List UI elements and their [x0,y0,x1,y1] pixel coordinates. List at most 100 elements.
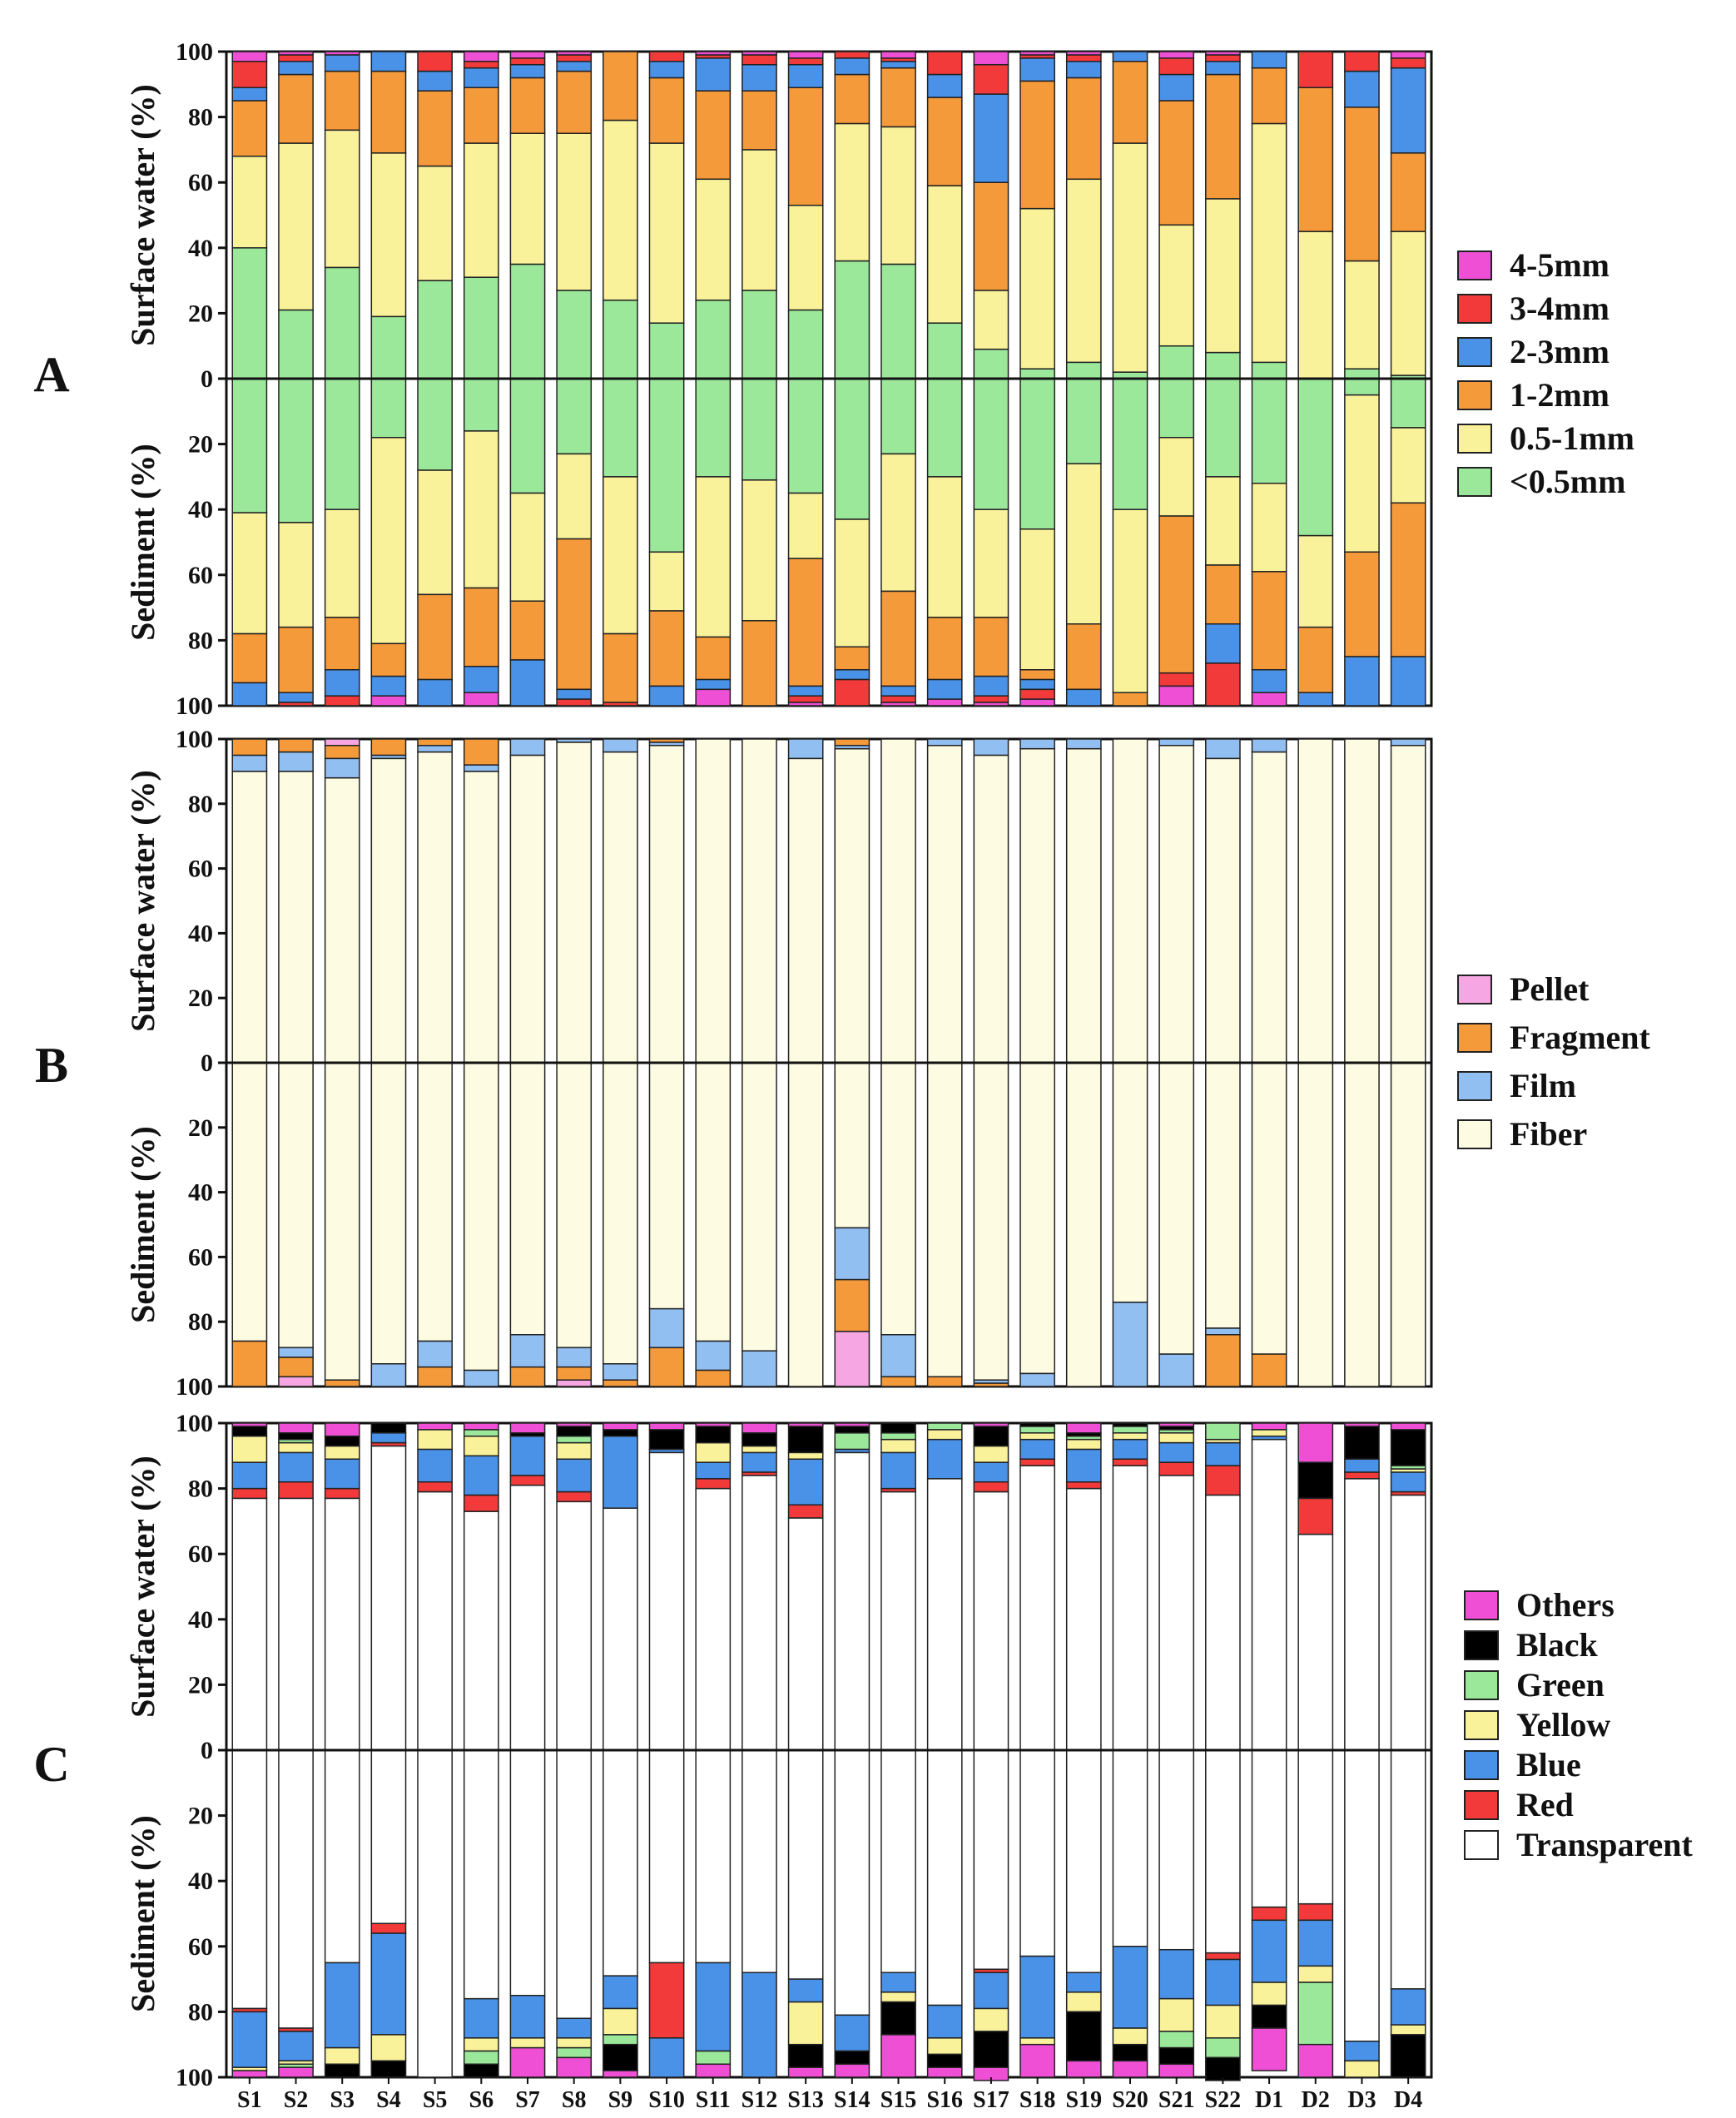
panel-c-bar-sediment-D1-Black [1251,2004,1287,2029]
panel-a-bar-sediment-S5-<0.5mm [417,378,453,471]
panel-b-bar-surface-S1-Fragment [231,738,268,756]
panel-b-bar-surface-S8-Film [556,738,593,743]
panel-c-bar-surface-S15-Black [880,1422,916,1434]
panel-c-bar-sediment-S11-Others [695,2063,732,2078]
panel-a-bar-surface-D1-<0.5mm [1251,361,1287,379]
panel-a-bar-sediment-S17-1-2mm [973,617,1009,677]
panel-c-ytick-label-sediment: 80 [188,1998,213,2026]
panel-a-bar-sediment-S3-<0.5mm [324,378,360,510]
panel-a-bar-sediment-D3-1-2mm [1344,551,1380,657]
panel-a-bar-sediment-D2-2-3mm [1297,692,1334,707]
panel-a-bar-sediment-S6-0.5-1mm [463,430,499,589]
panel-c-bar-sediment-S11-Blue [695,1962,732,2052]
panel-a-bar-surface-S13-2-3mm [787,63,824,88]
panel-a-bar-sediment-S15-3-4mm [880,695,916,703]
panel-c-bar-sediment-D1-Yellow [1251,1982,1287,2006]
panel-c-bar-surface-S1-Blue [231,1461,268,1490]
panel-b-bar-sediment-S3-Fragment [324,1379,360,1387]
panel-c-bar-sediment-S1-Others [231,2070,268,2078]
panel-a-bar-surface-S9-0.5-1mm [603,119,638,301]
panel-a-bar-surface-S4-2-3mm [370,51,407,72]
panel-c-bar-sediment-S15-Others [880,2034,916,2078]
panel-a-bar-surface-S15-2-3mm [880,61,916,69]
panel-c-ytick-label-surface: 80 [188,1476,213,1503]
panel-a-bar-surface-D1-2-3mm [1251,51,1287,69]
panel-c-bar-sediment-S21-Others [1158,2063,1195,2078]
panel-a-ytick-label-sediment: 20 [188,431,213,459]
panel-a-legend-swatch-2-3mm [1457,337,1492,367]
panel-c-bar-surface-S22-Red [1205,1465,1241,1496]
panel-a-bar-surface-S1-3-4mm [231,61,268,88]
panel-b-bar-sediment-S14-Pellet [834,1331,870,1387]
panel-a-bar-sediment-S20-<0.5mm [1112,378,1148,510]
panel-a-bar-sediment-S17-0.5-1mm [973,508,1009,618]
panel-a-bar-sediment-S9-3-4mm [603,702,638,707]
panel-c-bar-surface-S6-Others [463,1422,499,1431]
panel-c-ytick-label-sediment: 60 [188,1933,213,1961]
panel-b-bar-sediment-S5-Fragment [417,1366,453,1387]
panel-a-bar-surface-S1-2-3mm [231,87,268,102]
panel-b-bar-sediment-S21-Film [1158,1353,1195,1387]
panel-c-bar-surface-S1-Others [231,1422,268,1427]
panel-b-ytick-label-sediment: 80 [188,1308,213,1336]
panel-a-bar-surface-S16-2-3mm [926,73,963,98]
panel-a-bar-sediment-S6-<0.5mm [463,378,499,432]
panel-b-bar-sediment-D1-Fragment [1251,1353,1287,1387]
panel-a-bar-sediment-D1-<0.5mm [1251,378,1287,484]
panel-a-bar-surface-S13-<0.5mm [787,309,824,379]
panel-a-bar-surface-S6-2-3mm [463,67,499,88]
panel-c-bar-sediment-S21-Green [1158,2031,1195,2049]
panel-a-bar-surface-S22-<0.5mm [1205,351,1241,379]
panel-c-ytick-label-sediment: 40 [188,1868,213,1895]
panel-a-bar-surface-S11-2-3mm [695,57,732,92]
panel-a-bar-sediment-S7-1-2mm [509,600,546,661]
panel-c-bar-sediment-S19-Others [1065,2060,1102,2078]
panel-a-bar-surface-S12-<0.5mm [742,290,777,379]
panel-c-bar-sediment-S21-Blue [1158,1948,1195,2000]
panel-c-legend-label-Red: Red [1516,1786,1574,1823]
panel-b-bar-surface-S3-Fiber [324,776,360,1064]
panel-c-bar-surface-S9-Black [603,1429,638,1437]
panel-c-bar-sediment-S7-Transparent [509,1749,546,1996]
panel-a-bar-surface-S12-2-3mm [742,63,777,92]
panel-a-bar-surface-S17-2-3mm [973,93,1009,183]
panel-b-bar-surface-S9-Fiber [603,751,638,1064]
panel-a-bar-sediment-S2-1-2mm [278,626,314,694]
panel-c-bar-surface-D3-Others [1344,1422,1380,1427]
panel-c-bar-sediment-S13-Yellow [787,2001,824,2046]
panel-b-bar-sediment-S17-Fiber [973,1062,1009,1381]
panel-a-legend-swatch-1-2mm [1457,380,1492,410]
panel-b-bar-surface-S11-Fiber [695,738,732,1064]
xtick-label-S4: S4 [376,2087,401,2113]
panel-b-legend-label-Pellet: Pellet [1510,970,1590,1008]
panel-c-bar-sediment-S8-Yellow [556,2037,593,2049]
panel-a-bar-surface-S3-1-2mm [324,70,360,131]
panel-b-ytick-label-sediment: 20 [188,1114,213,1142]
panel-a-bar-surface-S18-0.5-1mm [1019,207,1055,370]
panel-a-bar-surface-S21-<0.5mm [1158,345,1195,379]
panel-a-bar-surface-D2-3-4mm [1297,51,1334,88]
panel-a-ytick-label-surface: 60 [188,169,213,196]
panel-a-bar-sediment-D3-0.5-1mm [1344,394,1380,553]
panel-a-ytick-label-sediment: 40 [188,496,213,523]
panel-a-bar-sediment-S9-0.5-1mm [603,476,638,635]
panel-b-bar-surface-S18-Film [1019,738,1055,750]
panel-a-bar-sediment-D3-2-3mm [1344,656,1380,707]
panel-a-bar-surface-S7-2-3mm [509,63,546,79]
panel-c-bar-sediment-D1-Red [1251,1906,1287,1922]
panel-c-bar-surface-S22-Green [1205,1422,1241,1441]
panel-b-bar-sediment-S11-Film [695,1340,732,1371]
panel-b-bar-surface-S5-Fiber [417,751,453,1064]
panel-b-bar-surface-S3-Fragment [324,745,360,760]
panel-b-bar-sediment-S2-Film [278,1347,314,1358]
panel-c-bar-sediment-S18-Others [1019,2043,1055,2078]
panel-b-bar-sediment-D1-Fiber [1251,1062,1287,1355]
panel-c-bar-sediment-S21-Yellow [1158,1997,1195,2032]
panel-a-bar-sediment-S3-3-4mm [324,695,360,707]
panel-c-bar-surface-S8-Blue [556,1458,593,1493]
panel-a-bar-sediment-S4-<0.5mm [370,378,407,439]
panel-c-bar-surface-S11-Transparent [695,1487,732,1751]
panel-c-bar-sediment-D2-Yellow [1297,1965,1334,1983]
panel-c-bar-surface-D4-Black [1390,1429,1426,1466]
panel-c-bar-surface-S13-Yellow [787,1451,824,1460]
